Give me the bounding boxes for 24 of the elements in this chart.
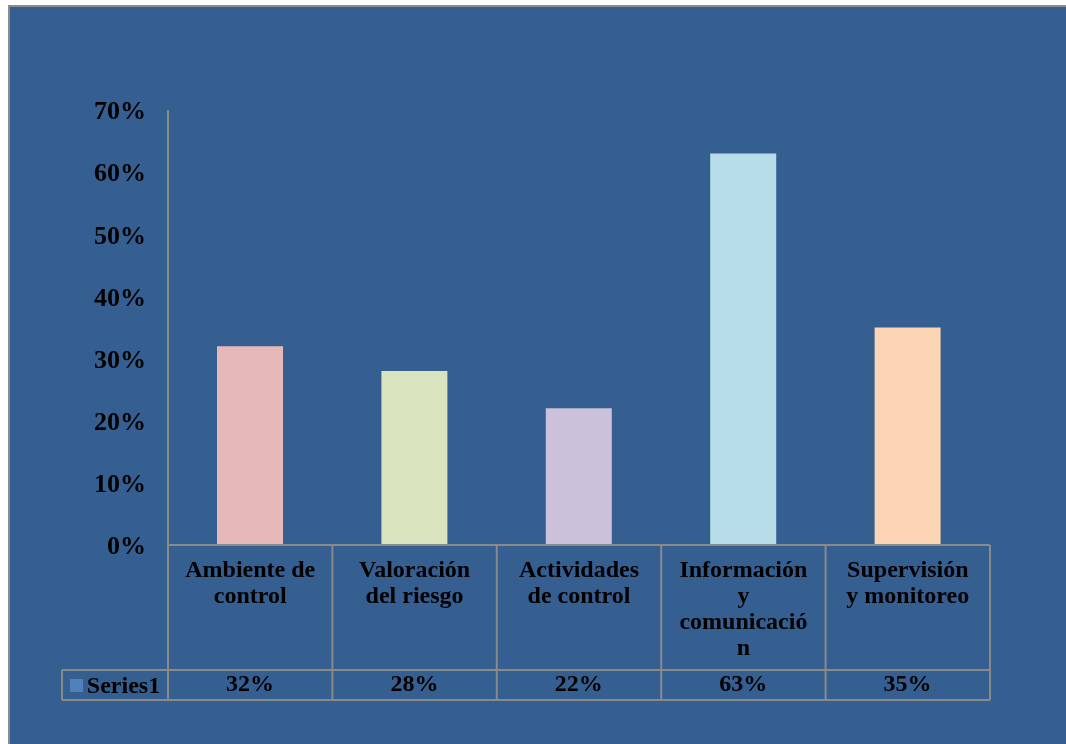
bar xyxy=(217,346,283,545)
y-tick-label: 60% xyxy=(94,158,146,188)
x-tick-label: Ambiente de control xyxy=(185,556,316,608)
y-tick-label: 10% xyxy=(94,469,146,499)
x-tick-label: Supervisión y monitoreo xyxy=(846,556,970,608)
bar xyxy=(874,327,941,545)
y-tick-label: 70% xyxy=(94,96,146,126)
text: Series1 xyxy=(86,671,161,699)
y-tick-label: 50% xyxy=(94,220,146,250)
bar xyxy=(381,371,448,545)
x-tick-label: Actividades de control xyxy=(519,556,639,608)
bar xyxy=(710,153,777,545)
data-label: 63% xyxy=(719,670,768,696)
data-label: 28% xyxy=(390,670,439,696)
data-label: 35% xyxy=(883,670,932,696)
x-tick-label: Información y comunicación xyxy=(679,556,808,660)
x-tick-label: Valoración del riesgo xyxy=(359,556,471,608)
y-tick-label: 0% xyxy=(107,531,146,561)
data-label: 32% xyxy=(226,670,274,696)
y-tick-label: 20% xyxy=(94,406,146,436)
data-label: 22% xyxy=(554,670,603,696)
bar xyxy=(545,408,612,545)
y-tick-label: 30% xyxy=(94,344,146,374)
y-tick-label: 40% xyxy=(94,282,146,312)
